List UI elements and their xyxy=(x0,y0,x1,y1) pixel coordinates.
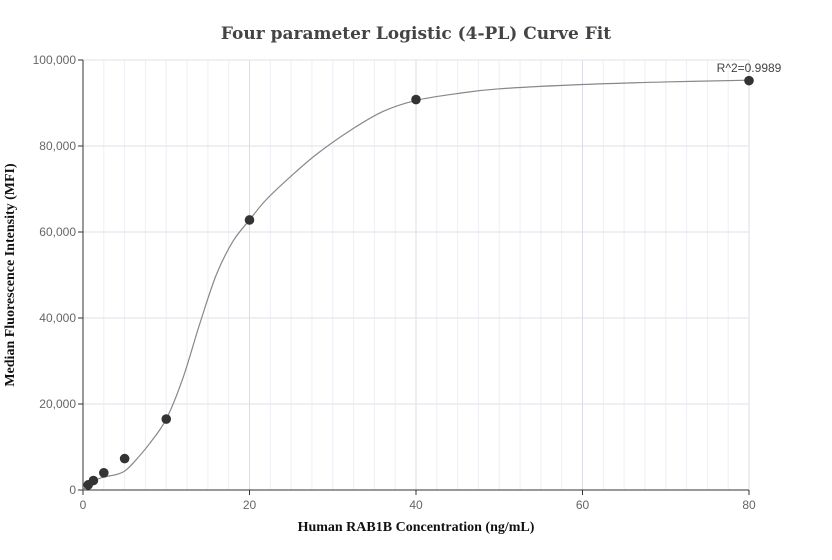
y-tick-label: 100,000 xyxy=(33,53,77,67)
x-tick-label: 20 xyxy=(243,498,257,512)
y-tick-label: 80,000 xyxy=(39,139,76,153)
y-tick-label: 40,000 xyxy=(39,311,76,325)
data-point xyxy=(88,475,99,486)
data-point xyxy=(744,75,754,86)
tick-labels: 0 20 40 60 80 0 20,000 40,000 60,000 80,000 100,00… xyxy=(33,53,756,512)
chart-title: Four parameter Logistic (4-PL) Curve Fit xyxy=(221,24,611,44)
data-point xyxy=(161,414,172,424)
y-tick-label: 0 xyxy=(69,483,76,497)
x-tick-label: 0 xyxy=(80,498,87,512)
x-tick-label: 80 xyxy=(742,498,756,512)
data-point xyxy=(119,453,130,464)
axes xyxy=(78,59,750,495)
data-points-layer xyxy=(83,75,754,490)
data-point xyxy=(411,94,421,105)
x-tick-label: 40 xyxy=(409,498,423,512)
grid xyxy=(82,59,750,491)
y-tick-label: 20,000 xyxy=(39,397,76,411)
data-point xyxy=(244,215,255,225)
y-tick-label: 60,000 xyxy=(39,225,76,239)
fitted-curve-layer xyxy=(82,79,750,491)
x-tick-label: 60 xyxy=(576,498,590,512)
data-point xyxy=(99,468,109,478)
y-axis-title: Median Fluorescence Intensity (MFI) xyxy=(3,163,18,387)
x-axis-title: Human RAB1B Concentration (ng/mL) xyxy=(298,520,535,535)
fitted-curve-line xyxy=(82,79,750,491)
r-squared-annotation: R^2=0.9989 xyxy=(717,61,782,75)
